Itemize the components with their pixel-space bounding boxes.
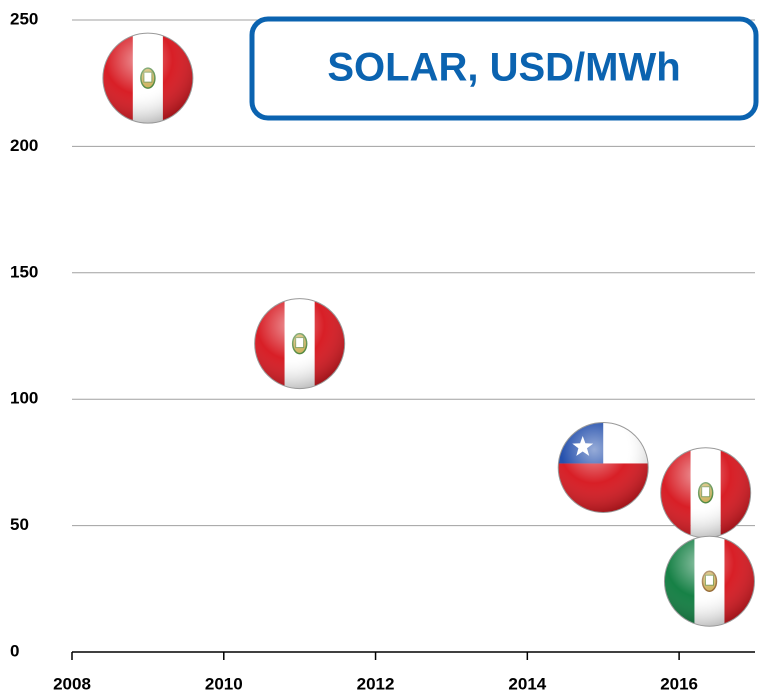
gloss [254,298,345,389]
x-tick-label: 2012 [357,674,395,693]
y-tick-label: 150 [10,262,38,281]
y-tick-label: 200 [10,136,38,155]
data-point [254,298,346,390]
rim [557,421,649,513]
x-tick-label: 2016 [660,674,698,693]
y-tick-label: 100 [10,389,38,408]
y-tick-label: 0 [10,641,19,660]
x-tick-label: 2008 [53,674,91,693]
data-point [557,421,649,513]
x-tick-label: 2014 [508,674,546,693]
data-point [663,535,755,627]
data-point [102,32,194,124]
x-tick-label: 2010 [205,674,243,693]
gloss [102,33,193,124]
chart-title: SOLAR, USD/MWh [327,46,680,90]
title-box [249,16,759,121]
data-point [660,447,752,539]
gloss [660,447,751,538]
rim [102,32,194,124]
rim [254,298,346,390]
y-tick-label: 50 [10,515,29,534]
gloss [558,422,649,513]
rim [663,535,755,627]
y-tick-label: 250 [10,9,38,28]
gloss [664,536,755,627]
